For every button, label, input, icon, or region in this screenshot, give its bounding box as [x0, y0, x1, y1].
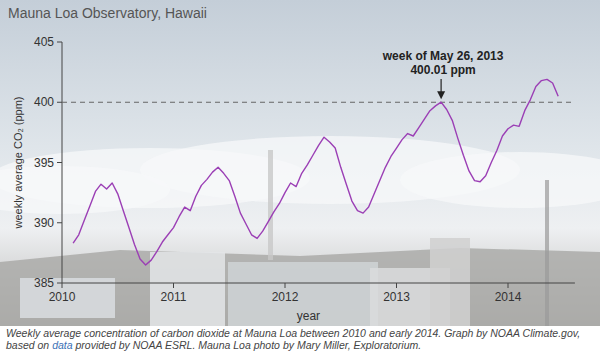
x-tick-label: 2014 — [495, 290, 522, 304]
x-axis-line — [62, 283, 575, 284]
photo-cloud — [400, 152, 600, 208]
caption-link[interactable]: data — [52, 339, 72, 351]
y-tick-label: 400 — [34, 95, 54, 109]
x-tick-label: 2010 — [49, 290, 76, 304]
x-tick-label: 2013 — [383, 290, 410, 304]
x-tick-label: 2011 — [161, 290, 187, 304]
annotation-label: week of May 26, 2013 — [382, 49, 504, 63]
photo-pole — [545, 180, 549, 326]
x-tick — [62, 283, 63, 288]
photo-tower — [268, 150, 273, 260]
y-tick-label: 385 — [34, 276, 54, 290]
x-tick — [173, 283, 174, 288]
y-tick-label: 395 — [34, 156, 54, 170]
x-tick — [396, 283, 397, 288]
y-tick — [57, 283, 62, 284]
reference-line — [62, 102, 575, 103]
photo-building — [430, 238, 470, 326]
y-tick-label: 390 — [34, 216, 54, 230]
y-tick — [57, 42, 62, 43]
annotation-value: 400.01 ppm — [410, 63, 475, 77]
caption-text: provided by NOAA ESRL. Mauna Loa photo b… — [73, 339, 422, 351]
photo-cloud — [0, 166, 170, 214]
x-tick — [285, 283, 286, 288]
x-tick — [508, 283, 509, 288]
annotation-arrowhead — [437, 91, 445, 99]
y-tick — [57, 162, 62, 163]
x-axis-label: year — [297, 309, 320, 323]
photo-building — [228, 262, 378, 326]
y-axis-label: weekly average CO₂ (ppm) — [12, 96, 24, 229]
y-tick-label: 405 — [34, 35, 54, 49]
chart-title: Mauna Loa Observatory, Hawaii — [8, 5, 207, 21]
photo-building — [150, 252, 225, 326]
y-tick — [57, 102, 62, 103]
photo-ground — [0, 248, 600, 326]
x-tick-label: 2012 — [272, 290, 299, 304]
co2-line — [73, 79, 558, 265]
caption: Weekly average concentration of carbon d… — [6, 327, 596, 351]
y-tick — [57, 222, 62, 223]
plot-area — [62, 79, 575, 265]
